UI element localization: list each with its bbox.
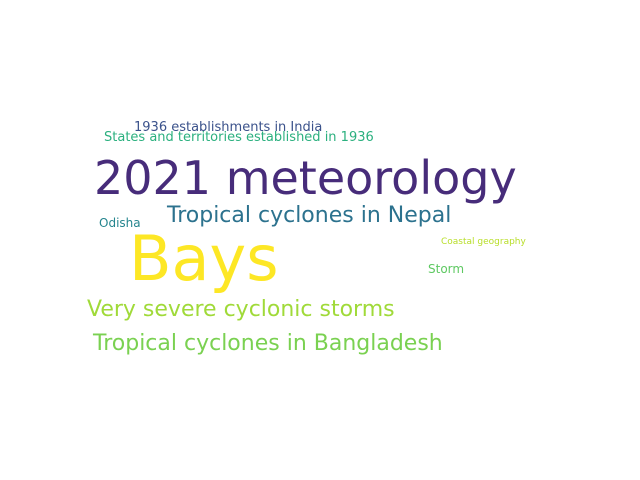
word-odisha: Odisha — [99, 216, 141, 230]
word-states-and-territories-established-in-1936: States and territories established in 19… — [104, 130, 374, 145]
word-storm: Storm — [428, 262, 465, 276]
word-very-severe-cyclonic-storms: Very severe cyclonic storms — [87, 297, 395, 322]
word-bays: Bays — [129, 222, 279, 295]
word-tropical-cyclones-in-bangladesh: Tropical cyclones in Bangladesh — [93, 331, 443, 356]
word-1936-establishments-in-india: 1936 establishments in India — [134, 120, 323, 135]
word-coastal-geography: Coastal geography — [441, 237, 526, 247]
word-tropical-cyclones-in-nepal: Tropical cyclones in Nepal — [167, 203, 452, 228]
word-2021-meteorology: 2021 meteorology — [94, 151, 517, 205]
